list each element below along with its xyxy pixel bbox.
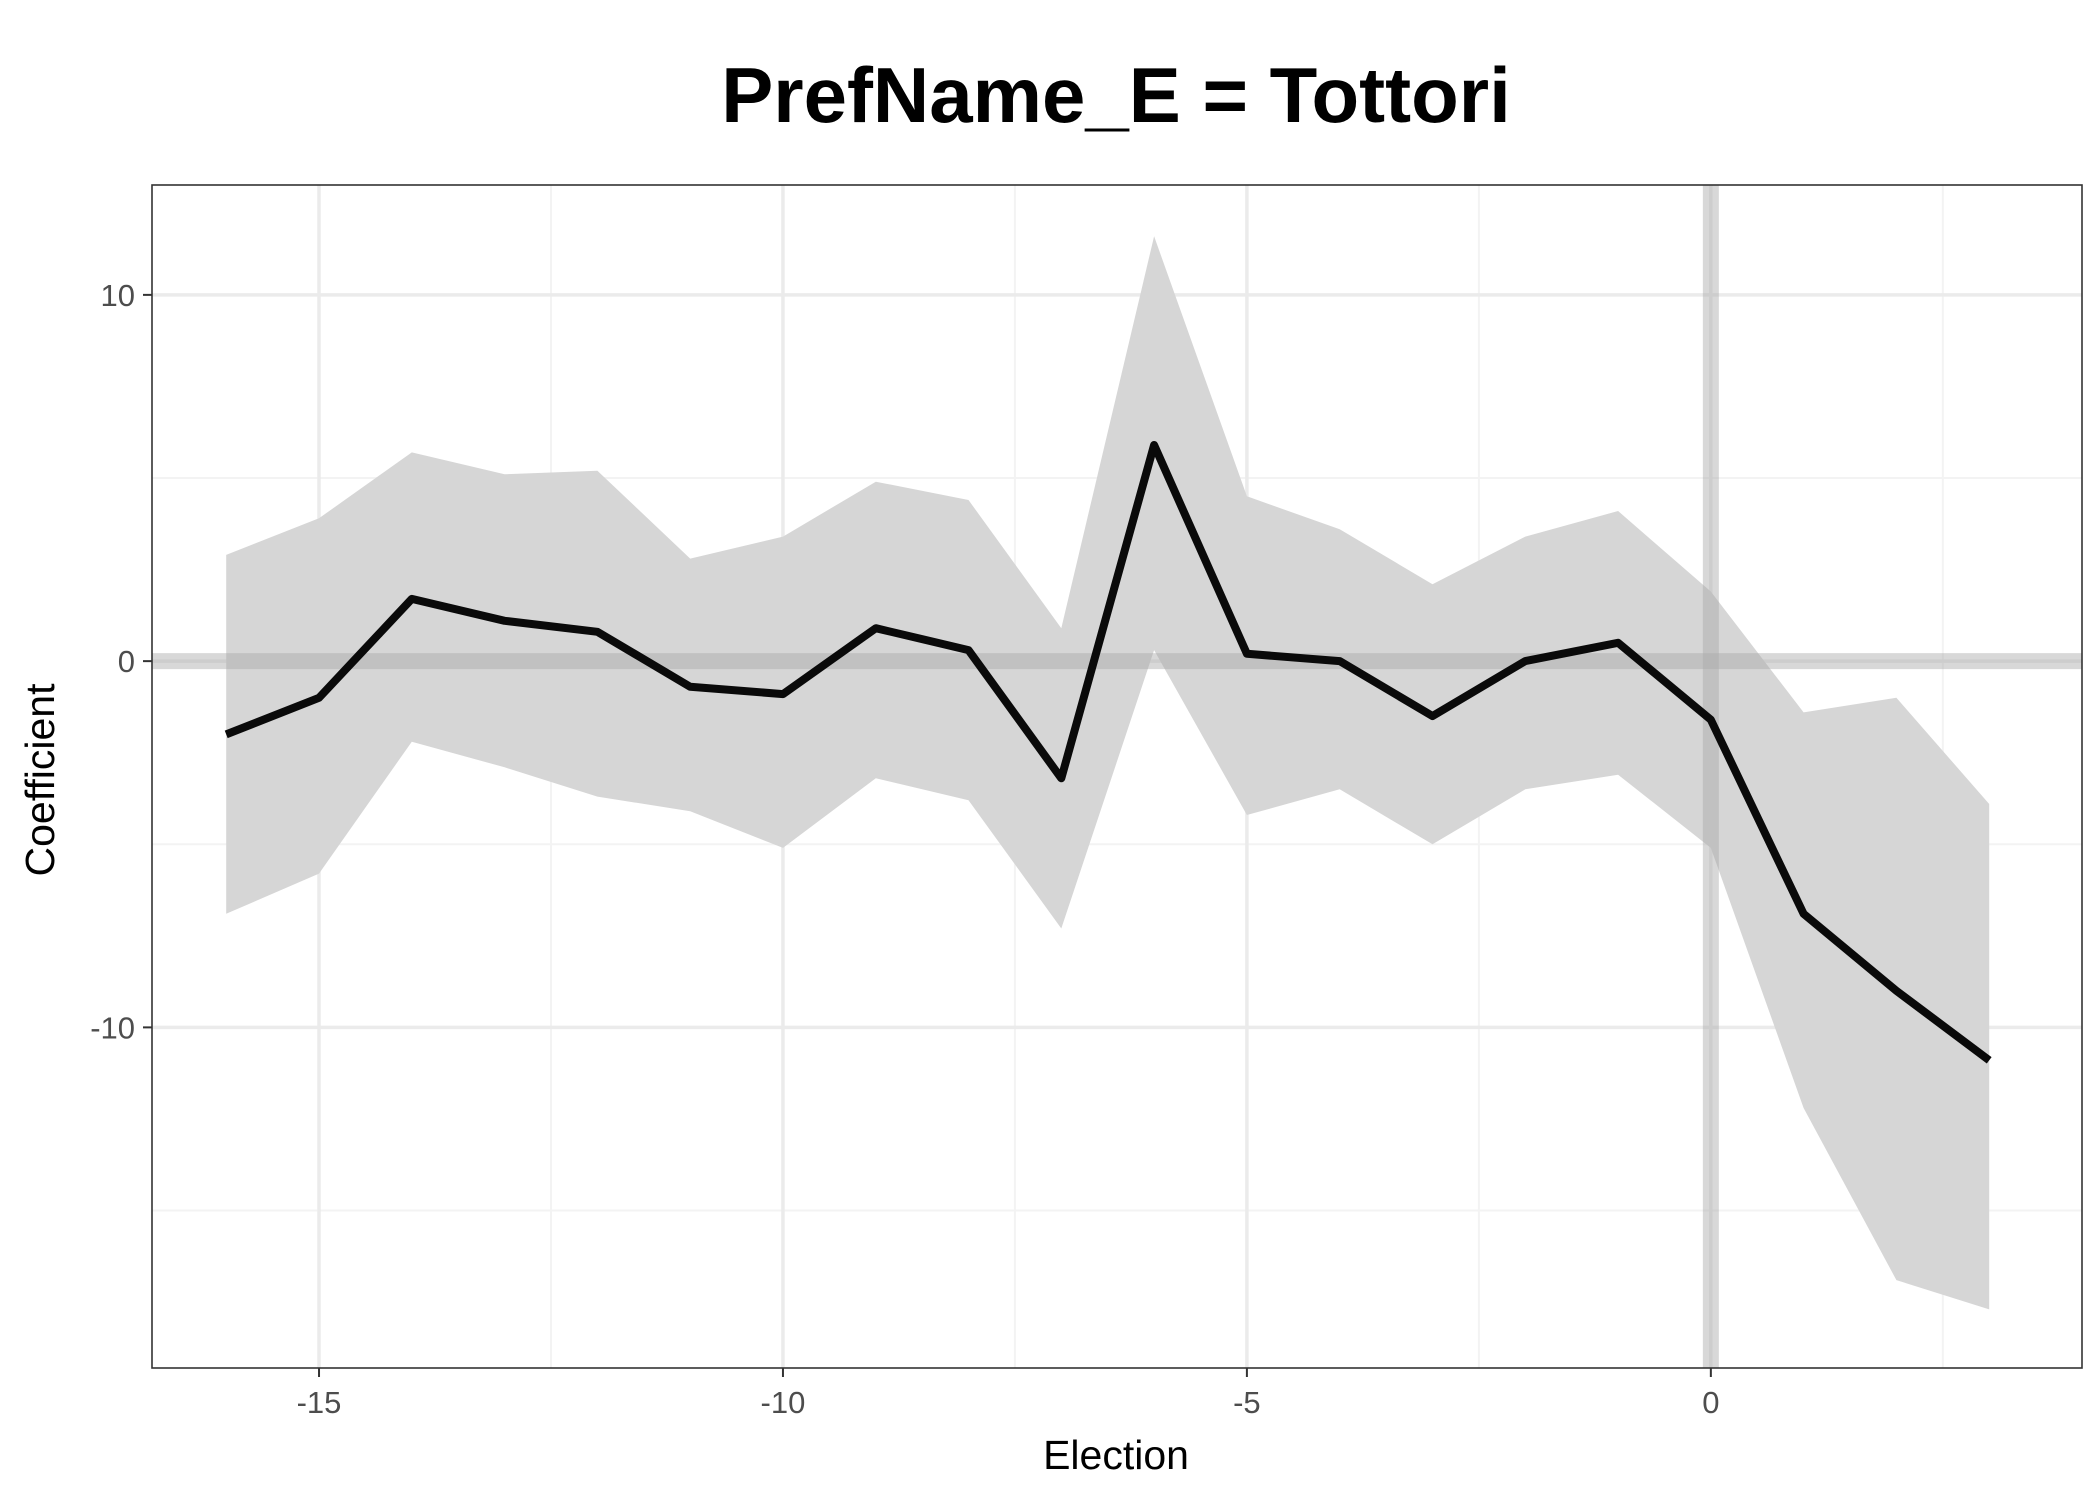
y-tick-label: 10 [101, 278, 135, 313]
x-tick-label: 0 [1702, 1385, 1719, 1420]
x-tick-label: -10 [761, 1385, 806, 1420]
reference-layer [152, 185, 2082, 1368]
y-tick-label: -10 [90, 1010, 135, 1045]
x-tick-label: -15 [297, 1385, 342, 1420]
ribbon-layer [226, 236, 1990, 1310]
chart-title: PrefName_E = Tottori [721, 51, 1511, 139]
coefficient-line [224, 441, 1992, 1064]
axis-layer: -15 -10 -5 0 -10 0 10 [90, 278, 1719, 1420]
x-tick-label: -5 [1233, 1385, 1261, 1420]
panel-border [151, 184, 2083, 1369]
confidence-band [226, 236, 1990, 1310]
x-axis-title: Election [1043, 1432, 1189, 1478]
line-layer [224, 441, 1992, 1064]
y-axis-title: Coefficient [17, 683, 63, 877]
y-tick-label: 0 [118, 644, 135, 679]
